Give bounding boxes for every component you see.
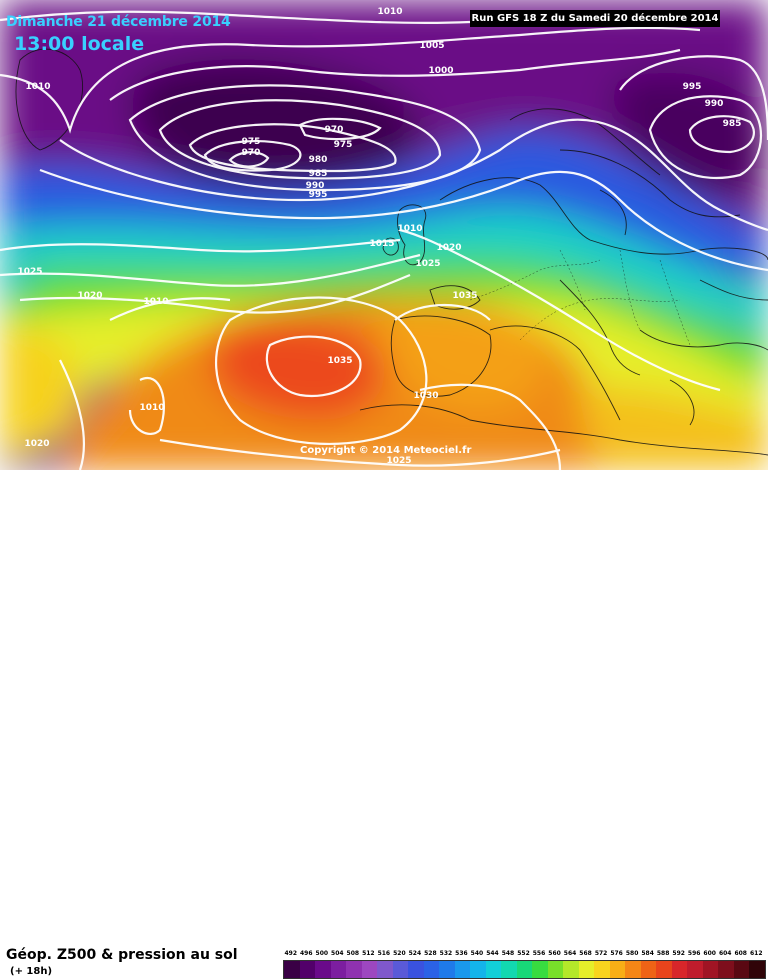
isobar-label: 1025: [415, 259, 440, 269]
z500-colour-field: [0, 0, 768, 470]
isobar-label: 975: [242, 137, 261, 147]
isobar-label: 1000: [428, 66, 453, 76]
isobar-label: 1020: [24, 439, 49, 449]
isobar-label: 1010: [397, 224, 422, 234]
scale-cell: [656, 961, 672, 978]
isobar-label: 1035: [452, 291, 477, 301]
isobar-label: 990: [705, 99, 724, 109]
isobar-label: 970: [242, 148, 261, 158]
scale-cell: [330, 961, 347, 978]
scale-cell: [408, 961, 424, 978]
scale-cell: [299, 961, 316, 978]
isobar-label: 1015: [369, 239, 394, 249]
isobar-label: 975: [334, 140, 353, 150]
scale-cell: [563, 961, 579, 978]
isobar-label: 990: [306, 181, 325, 191]
scale-cell: [718, 961, 734, 978]
isobar-label: 1020: [77, 291, 102, 301]
scale-cell: [439, 961, 455, 978]
map-footer: Géop. Z500 & pression au sol (+ 18h) 492…: [0, 470, 768, 979]
isobar-label: 1010: [143, 297, 168, 307]
scale-cell: [640, 961, 657, 978]
scale-cell: [547, 961, 564, 978]
isobar-label: 1010: [377, 7, 402, 17]
coastlines: [15, 48, 768, 456]
scale-value-label: 612: [749, 950, 763, 957]
scale-cell: [516, 961, 533, 978]
scale-cell: [284, 961, 300, 978]
isobar-label: 1020: [436, 243, 461, 253]
scale-cell: [470, 961, 486, 978]
scale-cell: [454, 961, 471, 978]
scale-cell: [346, 961, 362, 978]
isobar-label: 1010: [25, 82, 50, 92]
isobar-label: 1030: [413, 391, 438, 401]
map-title: Géop. Z500 & pression au sol: [6, 947, 238, 963]
scale-cell: [578, 961, 595, 978]
scale-cell: [377, 961, 393, 978]
isobar-lines: [0, 10, 768, 470]
scale-cell: [423, 961, 440, 978]
isobar-label: 1005: [419, 41, 444, 51]
copyright-text: Copyright © 2014 Meteociel.fr: [300, 445, 472, 456]
scale-cell: [625, 961, 641, 978]
scale-cell: [609, 961, 626, 978]
isobar-label: 1035: [327, 356, 352, 366]
scale-cell: [702, 961, 719, 978]
colour-scale-cells: [283, 960, 766, 979]
country-borders: [469, 249, 691, 346]
scale-cell: [361, 961, 378, 978]
isobar-label: 1025: [386, 456, 411, 466]
isobar-label: 1010: [139, 403, 164, 413]
scale-cell: [485, 961, 502, 978]
isobar-label: 980: [309, 155, 328, 165]
scale-cell: [733, 961, 750, 978]
isobar-label: 985: [309, 169, 328, 179]
scale-cell: [687, 961, 703, 978]
scale-cell: [594, 961, 610, 978]
forecast-local-time: 13:00 locale: [14, 33, 145, 55]
forecast-lead-time: (+ 18h): [10, 966, 53, 977]
isobar-label: 995: [309, 190, 328, 200]
model-run-label: Run GFS 18 Z du Samedi 20 décembre 2014: [470, 10, 720, 27]
isobar-label: 995: [683, 82, 702, 92]
scale-cell: [501, 961, 517, 978]
forecast-date: Dimanche 21 décembre 2014: [6, 14, 231, 30]
isobar-label: 985: [723, 119, 742, 129]
scale-cell: [671, 961, 688, 978]
isobar-label: 1025: [17, 267, 42, 277]
scale-cell: [532, 961, 548, 978]
scale-cell: [749, 961, 765, 978]
scale-cell: [315, 961, 331, 978]
scale-cell: [392, 961, 409, 978]
isobar-label: 970: [325, 125, 344, 135]
